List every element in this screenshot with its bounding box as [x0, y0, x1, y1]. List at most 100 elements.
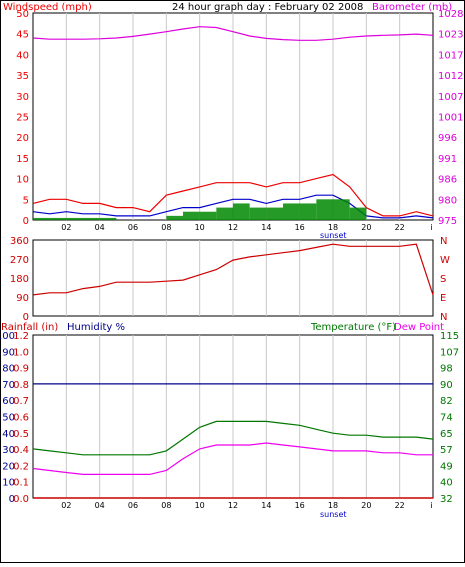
humidity-axis-ticks: 0 10 20 30 40 50 60 70 80 90 100 — [0, 331, 15, 505]
gust-bar — [349, 207, 367, 220]
direction-degree-ticks: 0 90 180 270 360 — [10, 236, 29, 323]
barometer-tick-label: 1012 — [438, 71, 463, 82]
x-tick-label: 06 — [128, 501, 138, 510]
x-tick-label: 14 — [261, 223, 271, 232]
gust-bar — [66, 217, 83, 220]
x-tick-label: i — [430, 501, 432, 510]
humidity-tick-label: 20 — [2, 461, 15, 472]
rainfall-tick-label: 0.2 — [13, 461, 29, 472]
barometer-tick-label: 975 — [438, 216, 457, 227]
x-tick-label: 16 — [295, 501, 305, 510]
windspeed-tick-label: 45 — [16, 30, 29, 41]
barometer-tick-label: 1001 — [438, 113, 463, 124]
gust-bar — [183, 211, 200, 220]
temperature-axis-label: Temperature (°F) — [310, 322, 396, 333]
gust-bar — [83, 217, 100, 220]
x-tick-label: 08 — [161, 223, 171, 232]
sunset-label-bottom: sunset — [320, 510, 347, 519]
temperature-line — [32, 420, 434, 456]
barometer-line — [32, 26, 434, 41]
x-tick-label: 08 — [161, 501, 171, 510]
rainfall-axis-ticks: 0.0 0.1 0.2 0.4 0.5 0.6 0.7 0.8 0.9 1.0 1.2 — [13, 331, 29, 505]
temperature-axis-ticks: 32 40 49 57 65 74 82 90 98 107 115 — [440, 331, 459, 505]
compass-label: N — [440, 312, 447, 323]
gust-bar — [333, 199, 350, 220]
gust-bar — [316, 199, 333, 220]
gust-bar — [99, 217, 117, 220]
barometer-tick-label: 980 — [438, 195, 457, 206]
x-tick-label: 12 — [228, 501, 238, 510]
humidity-tick-label: 90 — [2, 347, 15, 358]
rainfall-tick-label: 0.8 — [13, 380, 29, 391]
rainfall-tick-label: 0.1 — [13, 478, 29, 489]
x-tick-label: 22 — [395, 501, 405, 510]
x-tick-label: 04 — [95, 223, 105, 232]
windspeed-tick-label: 15 — [16, 154, 29, 165]
dewpoint-axis-label: Dew Point — [394, 322, 444, 333]
temperature-time-axis-ticks: 02 04 06 08 10 12 14 16 18 20 22 i — [61, 501, 432, 510]
gust-bar — [49, 217, 67, 220]
windspeed-tick-label: 5 — [23, 195, 29, 206]
chart-title: 24 hour graph day : February 02 2008 — [172, 2, 363, 13]
temperature-tick-label: 65 — [440, 429, 453, 440]
temperature-tick-label: 32 — [440, 494, 453, 505]
humidity-axis-label: Humidity % — [67, 322, 125, 333]
compass-label: E — [440, 293, 446, 304]
compass-label: W — [440, 255, 450, 266]
temperature-tick-label: 82 — [440, 396, 453, 407]
gust-bar — [266, 207, 283, 220]
barometer-axis-ticks: 975 980 986 991 996 1001 1007 1012 1017 1023 1028 — [438, 9, 463, 227]
rainfall-axis-label: Rainfall (in) — [1, 322, 58, 333]
windspeed-axis-label: Windspeed (mph) — [3, 2, 92, 13]
x-tick-label: 06 — [128, 223, 138, 232]
barometer-tick-label: 986 — [438, 175, 457, 186]
humidity-tick-label: 100 — [0, 331, 15, 342]
x-tick-label: 04 — [95, 501, 105, 510]
wind-series — [32, 26, 434, 220]
humidity-tick-label: 40 — [2, 429, 15, 440]
direction-series — [32, 243, 434, 296]
gust-bar — [249, 207, 267, 220]
gust-bar — [299, 203, 317, 220]
rainfall-tick-label: 1.0 — [13, 347, 29, 358]
gust-bar — [166, 215, 183, 220]
x-tick-label: 12 — [228, 223, 238, 232]
x-tick-label: 16 — [295, 223, 305, 232]
temperature-tick-label: 107 — [440, 347, 459, 358]
humidity-tick-label: 50 — [2, 413, 15, 424]
direction-degree-label: 180 — [10, 274, 29, 285]
humidity-tick-label: 70 — [2, 380, 15, 391]
windspeed-tick-label: 0 — [23, 216, 29, 227]
rainfall-tick-label: 1.2 — [13, 331, 29, 342]
x-tick-label: 18 — [328, 501, 338, 510]
dewpoint-line — [32, 442, 433, 475]
x-tick-label: 10 — [195, 223, 205, 232]
temperature-tick-label: 115 — [440, 331, 459, 342]
gust-bar — [216, 207, 233, 220]
windspeed-tick-label: 25 — [16, 113, 29, 124]
x-tick-label: i — [430, 223, 432, 232]
gust-bar — [283, 203, 300, 220]
x-tick-label: 20 — [361, 501, 371, 510]
direction-degree-label: 90 — [16, 293, 29, 304]
x-tick-label: 02 — [61, 501, 71, 510]
temperature-tick-label: 57 — [440, 445, 453, 456]
barometer-axis-label: Barometer (mb) — [372, 2, 452, 13]
compass-label: S — [440, 274, 446, 285]
windspeed-tick-label: 10 — [16, 175, 29, 186]
temperature-tick-label: 90 — [440, 380, 453, 391]
temperature-tick-label: 74 — [440, 413, 453, 424]
temperature-tick-label: 40 — [440, 478, 453, 489]
rainfall-tick-label: 0.0 — [13, 494, 29, 505]
windspeed-tick-label: 30 — [16, 92, 29, 103]
rainfall-tick-label: 0.6 — [13, 413, 29, 424]
rainfall-tick-label: 0.7 — [13, 396, 29, 407]
wind-direction-line — [32, 243, 434, 296]
barometer-tick-label: 1017 — [438, 50, 463, 61]
gust-bar — [199, 211, 217, 220]
windspeed-tick-label: 20 — [16, 133, 29, 144]
rainfall-tick-label: 0.9 — [13, 364, 29, 375]
temperature-tick-label: 98 — [440, 364, 453, 375]
